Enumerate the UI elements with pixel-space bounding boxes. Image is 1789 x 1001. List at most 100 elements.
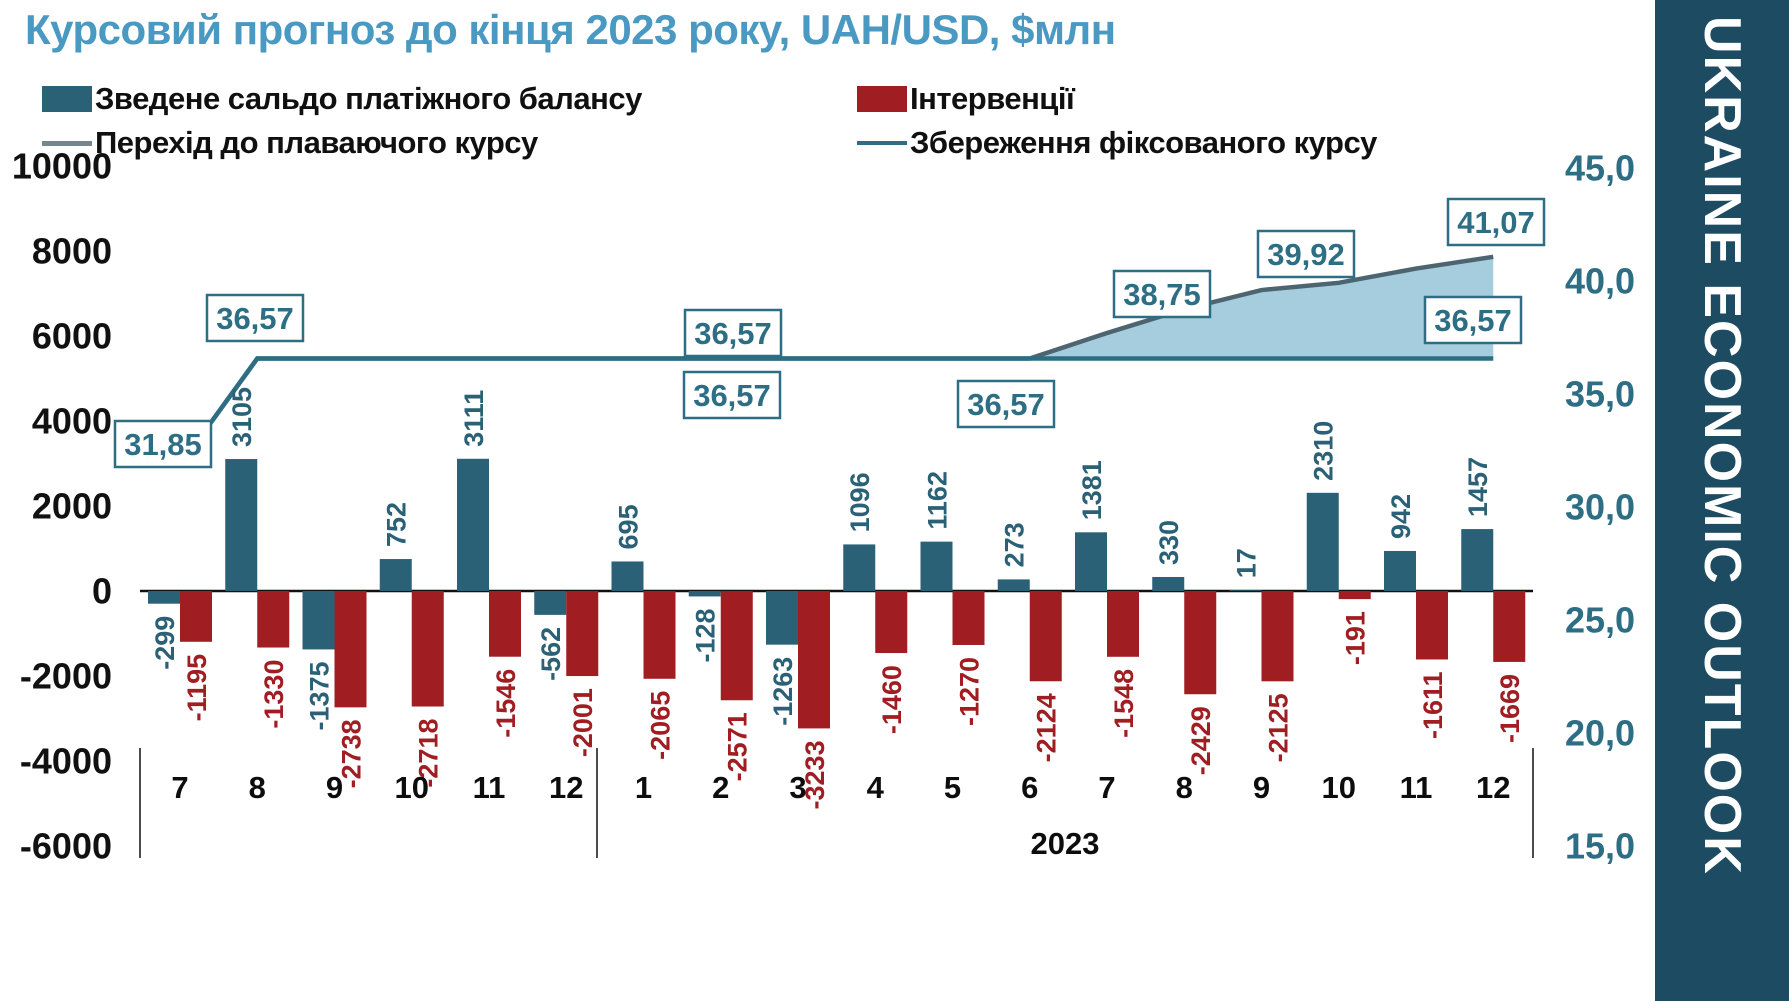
intervention-bar-value-label: -3233 (800, 740, 830, 809)
intervention-bar-value-label: -1611 (1418, 671, 1448, 739)
intervention-bar (257, 591, 290, 648)
left-axis-tick-label: 0 (92, 571, 112, 612)
month-tick-label: 7 (1098, 770, 1115, 805)
balance-bar-value-label: -562 (536, 627, 566, 681)
balance-bar (1461, 529, 1494, 591)
balance-bar (1384, 550, 1416, 591)
intervention-bar-value-label: -1669 (1495, 674, 1525, 743)
balance-bar (379, 559, 412, 591)
intervention-bar (643, 591, 676, 679)
left-axis-tick-label: 2000 (32, 486, 112, 527)
balance-bar-value-label: 3111 (459, 390, 489, 447)
balance-bar (1152, 576, 1185, 591)
intervention-bar (1261, 591, 1294, 682)
chart-title: Курсовий прогноз до кінця 2023 року, UAH… (25, 6, 1116, 53)
intervention-bar (1107, 591, 1139, 657)
rate-callout-box (1423, 295, 1523, 345)
balance-bar (148, 591, 180, 604)
intervention-bar-value-label: -2065 (646, 691, 676, 760)
month-tick-label: 3 (789, 770, 806, 805)
balance-bar-value-label: 330 (1154, 520, 1184, 565)
left-axis-tick-label: 10000 (12, 146, 112, 187)
right-axis-tick-label: 20,0 (1565, 713, 1635, 754)
month-tick-label: 7 (171, 770, 188, 805)
legend-item-interventions: Інтервенції (857, 81, 1075, 116)
balance-bar (997, 579, 1030, 591)
month-tick-label: 9 (326, 770, 343, 805)
balance-bar-value-label: 17 (1232, 548, 1262, 578)
rate-callout-label: 38,75 (1123, 277, 1201, 312)
intervention-bar-value-label: -1546 (491, 669, 521, 738)
balance-bar (611, 561, 644, 591)
balance-bar-value-label: 1162 (923, 471, 953, 530)
balance-bar (1306, 492, 1339, 591)
right-axis-tick-label: 15,0 (1565, 826, 1635, 867)
month-tick-label: 8 (1176, 770, 1193, 805)
left-axis-tick-label: -4000 (20, 741, 112, 782)
floating-line-swatch-icon (42, 140, 92, 146)
right-axis-tick-label: 45,0 (1565, 148, 1635, 189)
intervention-bar (180, 591, 212, 642)
intervention-bar (1338, 591, 1371, 600)
rate-callout-label: 39,92 (1267, 237, 1345, 272)
month-tick-label: 10 (395, 770, 429, 805)
interventions-swatch-icon (857, 86, 907, 112)
balance-bar (302, 591, 335, 650)
left-axis-tick-label: -6000 (20, 826, 112, 867)
rate-callout-box (1256, 229, 1356, 279)
balance-bar (688, 591, 721, 597)
balance-bar-value-label: -1375 (305, 661, 335, 730)
month-tick-label: 6 (1021, 770, 1038, 805)
month-tick-label: 1 (635, 770, 652, 805)
month-tick-label: 9 (1253, 770, 1270, 805)
year-label: 2023 (1031, 826, 1100, 861)
legend-item-balance: Зведене сальдо платіжного балансу (42, 81, 642, 116)
month-tick-label: 2 (712, 770, 729, 805)
brand-sidebar-text: UKRAINE ECONOMIC OUTLOOK (1693, 16, 1751, 876)
intervention-bar (952, 591, 985, 645)
intervention-bar-value-label: -2125 (1264, 693, 1294, 762)
intervention-bar (875, 591, 908, 654)
floating-rate-area (1029, 256, 1494, 359)
balance-bar-value-label: 1457 (1463, 457, 1493, 517)
balance-bar (457, 458, 489, 591)
rate-callout-box (682, 370, 782, 420)
left-axis-tick-label: 6000 (32, 316, 112, 357)
balance-bar (225, 459, 258, 591)
balance-bar-value-label: 942 (1386, 494, 1416, 539)
balance-bar-value-label: -1263 (768, 657, 798, 726)
legend-label-fixed-rate: Збереження фіксованого курсу (910, 125, 1377, 160)
legend-label-interventions: Інтервенції (910, 81, 1075, 116)
right-axis-tick-label: 40,0 (1565, 261, 1635, 302)
rate-callout-box (683, 308, 783, 358)
rate-callout-label: 36,57 (216, 301, 294, 336)
balance-swatch-icon (42, 86, 92, 112)
balance-bar (843, 544, 876, 591)
intervention-bar-value-label: -2718 (414, 719, 444, 788)
rate-callout-box (205, 293, 305, 343)
intervention-bar-value-label: -2124 (1032, 693, 1062, 762)
intervention-bar-value-label: -1548 (1109, 669, 1139, 738)
balance-bar (1229, 590, 1262, 592)
balance-bar (534, 591, 567, 615)
month-tick-label: 12 (549, 770, 583, 805)
intervention-bar (720, 591, 753, 701)
rate-callout-label: 41,07 (1457, 205, 1535, 240)
fixed-line-swatch-icon (857, 141, 907, 145)
left-axis-tick-label: 4000 (32, 401, 112, 442)
intervention-bar (489, 591, 521, 657)
balance-bar-value-label: 752 (382, 502, 412, 547)
intervention-bar (334, 591, 367, 708)
balance-bar-value-label: 1381 (1077, 460, 1107, 520)
intervention-bar (1029, 591, 1062, 682)
rate-callout-label: 36,57 (1434, 303, 1512, 338)
balance-bar (1075, 532, 1107, 591)
rate-callout-label: 36,57 (694, 316, 772, 351)
intervention-bar (1416, 591, 1448, 660)
rate-callout-label: 36,57 (693, 378, 771, 413)
intervention-bar-value-label: -1270 (955, 657, 985, 726)
balance-bar (920, 541, 953, 591)
intervention-bar (798, 591, 830, 729)
